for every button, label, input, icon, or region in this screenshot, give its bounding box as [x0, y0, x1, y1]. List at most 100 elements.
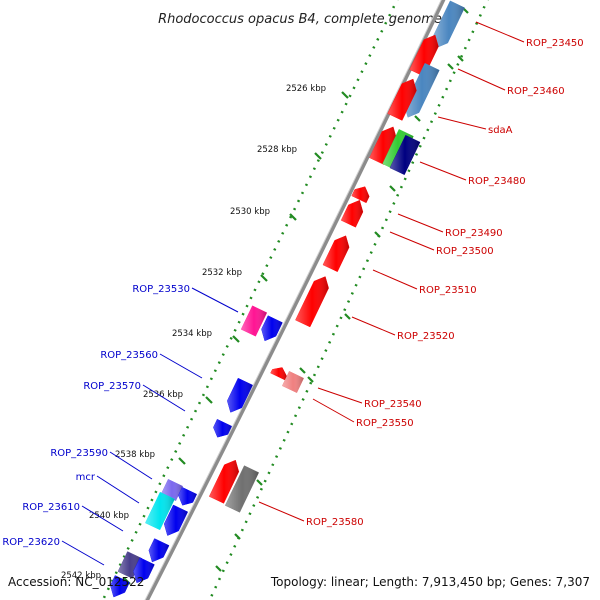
kbp-tick-label: 2534 kbp	[172, 329, 212, 339]
gene-rop23540[interactable]	[270, 367, 288, 381]
genome-backbone-highlight	[144, 0, 442, 600]
gene-label-rop23450[interactable]: ROP_23450	[526, 38, 584, 49]
gene-rop23560[interactable]	[227, 377, 253, 413]
gene-label-rop23590[interactable]: ROP_23590	[50, 448, 108, 459]
gene-rop23530-shading	[241, 305, 267, 337]
kbp-tick-label: 2542 kbp	[61, 571, 101, 581]
gene-rop23620-blue-shading	[133, 557, 155, 583]
gene-label-rop23560[interactable]: ROP_23560	[100, 350, 158, 361]
kbp-tick-mark	[205, 396, 213, 404]
kbp-tick-mark	[374, 231, 381, 238]
gene-rop23610[interactable]	[148, 538, 170, 563]
gene-rop23500-shading	[323, 235, 350, 272]
gene-label-rop23480[interactable]: ROP_23480	[468, 176, 526, 187]
gene-rop23590-blue-shading	[178, 487, 197, 506]
gene-rop23450-steel[interactable]	[433, 0, 465, 48]
gene-sdaA-navy[interactable]	[389, 134, 421, 176]
gene-rop23550[interactable]	[281, 370, 305, 394]
gene-rop23510[interactable]	[295, 276, 329, 328]
genome-backbone	[144, 0, 446, 600]
kbp-tick-label: 2540 kbp	[89, 511, 129, 521]
leader-line-rop23520	[351, 316, 396, 336]
gene-features	[110, 0, 465, 598]
kbp-tick-label: 2530 kbp	[230, 207, 270, 217]
kbp-tick-label: 2536 kbp	[143, 390, 183, 400]
gene-rop23450-steel-shading	[433, 0, 465, 48]
kbp-tick-label: 2526 kbp	[286, 84, 326, 94]
gene-label-rop23570[interactable]: ROP_23570	[83, 381, 141, 392]
gene-rop23620-blue2[interactable]	[110, 575, 130, 598]
gene-rop23620[interactable]	[117, 551, 143, 579]
leader-line-rop23500	[389, 231, 435, 251]
kbp-tick-mark	[314, 152, 322, 160]
leader-line-sdaa	[437, 116, 487, 130]
leader-line-rop23590	[109, 451, 153, 480]
gene-label-rop23490[interactable]: ROP_23490	[445, 228, 503, 239]
accession-text: Accession: NC_012522	[8, 575, 144, 589]
gene-rop23550-shading	[282, 371, 304, 393]
gene-rop23530-blue[interactable]	[261, 315, 283, 342]
gene-label-rop23580[interactable]: ROP_23580	[306, 517, 364, 528]
kbp-tick-mark	[457, 55, 464, 62]
gene-label-mcr[interactable]: mcr	[76, 472, 96, 483]
leader-line-rop23540	[317, 387, 363, 404]
gene-rop23590-blue[interactable]	[178, 486, 198, 506]
kbp-tick-mark	[341, 91, 349, 99]
gene-label-rop23510[interactable]: ROP_23510	[419, 285, 477, 296]
gene-label-rop23520[interactable]: ROP_23520	[397, 331, 455, 342]
kbp-tick-labels: 2526 kbp 2528 kbp 2530 kbp 2532 kbp 2534 kbp…	[61, 84, 326, 581]
gene-rop23580-gray[interactable]	[224, 465, 260, 513]
gene-rop23460-steel-shading	[404, 63, 440, 118]
kbp-tick-mark	[256, 479, 263, 486]
gene-mcr[interactable]	[145, 491, 175, 531]
kbp-tick-mark	[389, 185, 396, 192]
gene-label-sdaa[interactable]: sdaA	[488, 125, 513, 136]
gene-rop23560-shading	[227, 378, 253, 413]
kbp-tick-mark	[447, 63, 454, 70]
gene-rop23490-shading	[341, 200, 363, 228]
gene-rop23570-shading	[213, 419, 232, 438]
tick-rails	[101, 0, 489, 600]
leader-line-rop23510	[372, 269, 418, 290]
gene-mcr-blue-shading	[164, 505, 188, 536]
gene-rop23570[interactable]	[213, 418, 233, 438]
leader-line-rop23550	[312, 398, 355, 423]
gene-rop23580[interactable]	[208, 459, 240, 504]
inner-tick-rail	[101, 0, 399, 600]
gene-label-rop23550[interactable]: ROP_23550	[356, 418, 414, 429]
gene-label-rop23460[interactable]: ROP_23460	[507, 86, 565, 97]
gene-labels: ROP_23450 ROP_23460 sdaA ROP_23480 ROP_23490…	[2, 38, 583, 548]
gene-rop23490[interactable]	[340, 199, 364, 228]
gene-rop23480[interactable]	[351, 186, 370, 204]
gene-label-rop23610[interactable]: ROP_23610	[22, 502, 80, 513]
gene-rop23530[interactable]	[240, 305, 268, 337]
gene-rop23610-shading	[148, 538, 169, 562]
leader-line-rop23580	[258, 501, 305, 522]
gene-rop23620-shading	[118, 551, 142, 579]
leader-line-rop23490	[397, 213, 444, 233]
gene-rop23580-gray-shading	[225, 465, 259, 513]
gene-label-rop23500[interactable]: ROP_23500	[436, 246, 494, 257]
leader-line-rop23480	[419, 161, 467, 181]
gene-rop23620-blue[interactable]	[133, 557, 155, 584]
gene-rop23460[interactable]	[387, 78, 417, 121]
gene-rop23450-shading	[409, 35, 439, 77]
kbp-tick-mark	[234, 533, 241, 540]
gene-sdaA-shading	[369, 126, 397, 165]
kbp-tick-label: 2532 kbp	[202, 268, 242, 278]
gene-rop23500[interactable]	[322, 235, 350, 273]
gene-label-rop23620[interactable]: ROP_23620	[2, 537, 60, 548]
kbp-tick-mark	[289, 213, 297, 221]
kbp-tick-mark	[307, 376, 314, 383]
gene-label-rop23530[interactable]: ROP_23530	[132, 284, 190, 295]
outer-tick-rail	[208, 0, 489, 600]
leader-line-rop23620	[61, 540, 105, 566]
gene-rop23450[interactable]	[409, 34, 439, 77]
kbp-tick-label: 2538 kbp	[115, 450, 155, 460]
gene-mcr-blue[interactable]	[163, 504, 189, 536]
gene-label-rop23540[interactable]: ROP_23540	[364, 399, 422, 410]
gene-rop23540-shading	[270, 367, 287, 380]
kbp-tick-mark	[232, 335, 240, 343]
leader-line-rop23610	[81, 505, 124, 532]
